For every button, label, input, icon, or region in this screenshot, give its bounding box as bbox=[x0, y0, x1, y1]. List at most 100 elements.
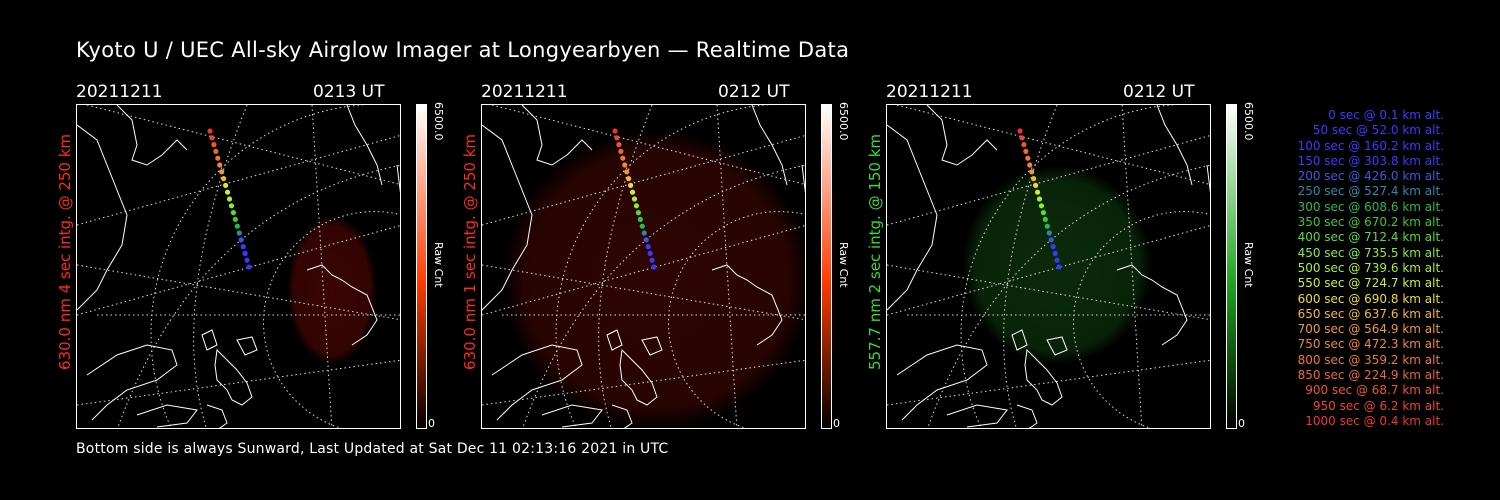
legend-entry: 1000 sec @ 0.4 km alt. bbox=[1305, 413, 1444, 428]
coastline bbox=[541, 404, 603, 428]
colorbar-unit-label: Raw Cnt bbox=[432, 242, 445, 288]
trajectory-point bbox=[612, 128, 618, 134]
coastline bbox=[346, 105, 383, 186]
coastline bbox=[236, 336, 258, 356]
trajectory-point bbox=[238, 237, 244, 243]
grid-line bbox=[311, 105, 333, 428]
legend-entry: 250 sec @ 527.4 km alt. bbox=[1297, 184, 1444, 199]
coastline bbox=[1024, 348, 1063, 406]
trajectory-point bbox=[639, 223, 645, 229]
grid-line bbox=[77, 264, 400, 321]
trajectory-point bbox=[242, 250, 248, 256]
panel-time: 0212 UT bbox=[1123, 82, 1195, 102]
coastline bbox=[1016, 404, 1038, 428]
panel-time: 0212 UT bbox=[718, 82, 790, 102]
trajectory-point bbox=[211, 142, 217, 148]
coastline bbox=[136, 404, 198, 428]
trajectory-point bbox=[651, 264, 657, 270]
trajectory-point bbox=[1046, 230, 1052, 236]
grid-line bbox=[896, 105, 1210, 186]
coastline bbox=[1011, 329, 1028, 351]
legend-entry: 800 sec @ 359.2 km alt. bbox=[1297, 352, 1444, 367]
trajectory-point bbox=[215, 155, 221, 161]
coastline bbox=[751, 105, 788, 186]
coastline bbox=[1206, 164, 1210, 194]
trajectory-point bbox=[1056, 264, 1062, 270]
trajectory-point bbox=[1034, 189, 1041, 195]
trajectory-point bbox=[643, 237, 649, 243]
airglow-emission bbox=[287, 215, 377, 365]
legend-entry: 450 sec @ 735.5 km alt. bbox=[1297, 245, 1444, 260]
trajectory-point bbox=[614, 135, 620, 141]
airglow-image-2 bbox=[481, 104, 806, 429]
trajectory-point bbox=[628, 182, 634, 188]
grid-line bbox=[150, 105, 400, 428]
grid-line bbox=[117, 164, 400, 428]
trajectory-point bbox=[641, 230, 647, 236]
wavelength-label: 557.7 nm 2 sec intg. @ 150 km bbox=[866, 133, 884, 370]
trajectory-point bbox=[616, 142, 622, 148]
trajectory-point bbox=[635, 210, 641, 216]
grid-line bbox=[1003, 105, 1058, 428]
grid-line bbox=[491, 105, 805, 186]
trajectory-point bbox=[224, 189, 231, 195]
coastline bbox=[887, 124, 938, 311]
trajectory-point bbox=[637, 216, 643, 222]
page-title: Kyoto U / UEC All-sky Airglow Imager at … bbox=[76, 38, 850, 62]
coastline bbox=[306, 264, 378, 346]
coastline bbox=[206, 404, 228, 428]
grid-line bbox=[887, 264, 1210, 321]
trajectory-point bbox=[1038, 203, 1045, 209]
trajectory-point bbox=[1033, 182, 1039, 188]
coastline bbox=[641, 336, 663, 356]
trajectory-point bbox=[1044, 223, 1050, 229]
coastline bbox=[926, 105, 998, 166]
grid-line bbox=[86, 105, 400, 186]
trajectory-point bbox=[622, 162, 628, 168]
trajectory-point bbox=[1031, 176, 1037, 182]
legend-entry: 0 sec @ 0.1 km alt. bbox=[1328, 108, 1444, 122]
footer-status: Bottom side is always Sunward, Last Upda… bbox=[76, 441, 669, 457]
trajectory-point bbox=[1054, 257, 1060, 263]
trajectory-point bbox=[645, 244, 651, 250]
all-sky-map bbox=[482, 105, 805, 428]
trajectory-point bbox=[626, 176, 632, 182]
colorbar bbox=[416, 104, 427, 429]
colorbar-min-label: 0 bbox=[428, 417, 435, 430]
trajectory-point bbox=[232, 216, 238, 222]
trajectory-point bbox=[1023, 148, 1029, 154]
trajectory-point bbox=[1036, 196, 1043, 202]
legend-entry: 750 sec @ 472.3 km alt. bbox=[1297, 337, 1444, 352]
wavelength-label: 630.0 nm 1 sec intg. @ 250 km bbox=[461, 133, 479, 370]
trajectory-point bbox=[1021, 142, 1027, 148]
trajectory-point bbox=[1029, 169, 1035, 175]
trajectory-point bbox=[1017, 128, 1023, 134]
airglow-image-3 bbox=[886, 104, 1211, 429]
colorbar-max-label: 6500.0 bbox=[1242, 102, 1255, 141]
coastline bbox=[86, 344, 178, 421]
legend-entry: 50 sec @ 52.0 km alt. bbox=[1312, 123, 1444, 138]
coastline bbox=[77, 124, 128, 311]
trajectory-point bbox=[649, 257, 655, 263]
legend-entry: 150 sec @ 303.8 km alt. bbox=[1297, 153, 1444, 168]
coastline bbox=[214, 348, 253, 406]
colorbar-unit-label: Raw Cnt bbox=[1242, 242, 1255, 288]
coastline bbox=[896, 344, 988, 421]
trajectory-point bbox=[1052, 250, 1058, 256]
legend-entry: 550 sec @ 724.7 km alt. bbox=[1297, 276, 1444, 291]
legend-entry: 300 sec @ 608.6 km alt. bbox=[1297, 199, 1444, 214]
coastline bbox=[1046, 336, 1068, 356]
legend-entry: 350 sec @ 670.2 km alt. bbox=[1297, 215, 1444, 230]
airglow-emission bbox=[502, 130, 805, 428]
airglow-emission bbox=[962, 165, 1152, 365]
trajectory-point bbox=[629, 189, 636, 195]
trajectory-point bbox=[620, 155, 626, 161]
trajectory-point bbox=[234, 223, 240, 229]
trajectory-point bbox=[223, 182, 229, 188]
wavelength-label: 630.0 nm 4 sec intg. @ 250 km bbox=[56, 133, 74, 370]
colorbar-min-label: 0 bbox=[833, 417, 840, 430]
grid-line bbox=[887, 359, 1210, 406]
legend-entry: 200 sec @ 426.0 km alt. bbox=[1297, 169, 1444, 184]
grid-line bbox=[193, 105, 248, 428]
grid-line bbox=[482, 264, 805, 321]
